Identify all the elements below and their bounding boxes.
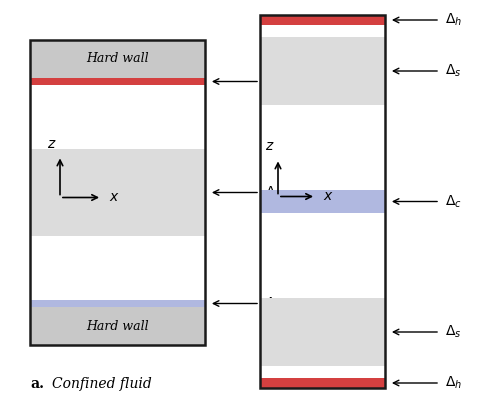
Text: Hard wall: Hard wall xyxy=(86,52,149,66)
Bar xyxy=(260,298,385,366)
Bar xyxy=(260,15,385,25)
Bar xyxy=(30,40,205,78)
Bar xyxy=(30,78,205,307)
Text: $\Delta_s$: $\Delta_s$ xyxy=(445,63,462,79)
Bar xyxy=(30,307,205,345)
Text: Hard wall: Hard wall xyxy=(86,320,149,332)
Text: $x$: $x$ xyxy=(109,190,120,204)
Text: $\Delta_c$: $\Delta_c$ xyxy=(265,295,282,312)
Text: $\Delta_h$: $\Delta_h$ xyxy=(445,375,462,391)
Bar xyxy=(260,37,385,105)
Text: Confined fluid: Confined fluid xyxy=(52,377,152,391)
Text: $\Delta_c$: $\Delta_c$ xyxy=(445,193,462,210)
Text: $\Delta_h$: $\Delta_h$ xyxy=(445,12,462,28)
Text: $\Delta_s$: $\Delta_s$ xyxy=(445,324,462,340)
Text: $x$: $x$ xyxy=(323,190,334,204)
Bar xyxy=(30,149,205,236)
Text: $\Delta_s$: $\Delta_s$ xyxy=(265,184,281,201)
Text: $\Delta_h$: $\Delta_h$ xyxy=(265,73,282,90)
Bar xyxy=(260,190,385,212)
Bar xyxy=(260,378,385,388)
Bar xyxy=(30,40,205,345)
Text: $z$: $z$ xyxy=(265,140,275,154)
Bar xyxy=(260,15,385,388)
Bar xyxy=(30,300,205,307)
Text: $z$: $z$ xyxy=(47,136,57,150)
Text: a.: a. xyxy=(30,377,44,391)
Bar xyxy=(30,78,205,85)
Bar xyxy=(260,15,385,388)
